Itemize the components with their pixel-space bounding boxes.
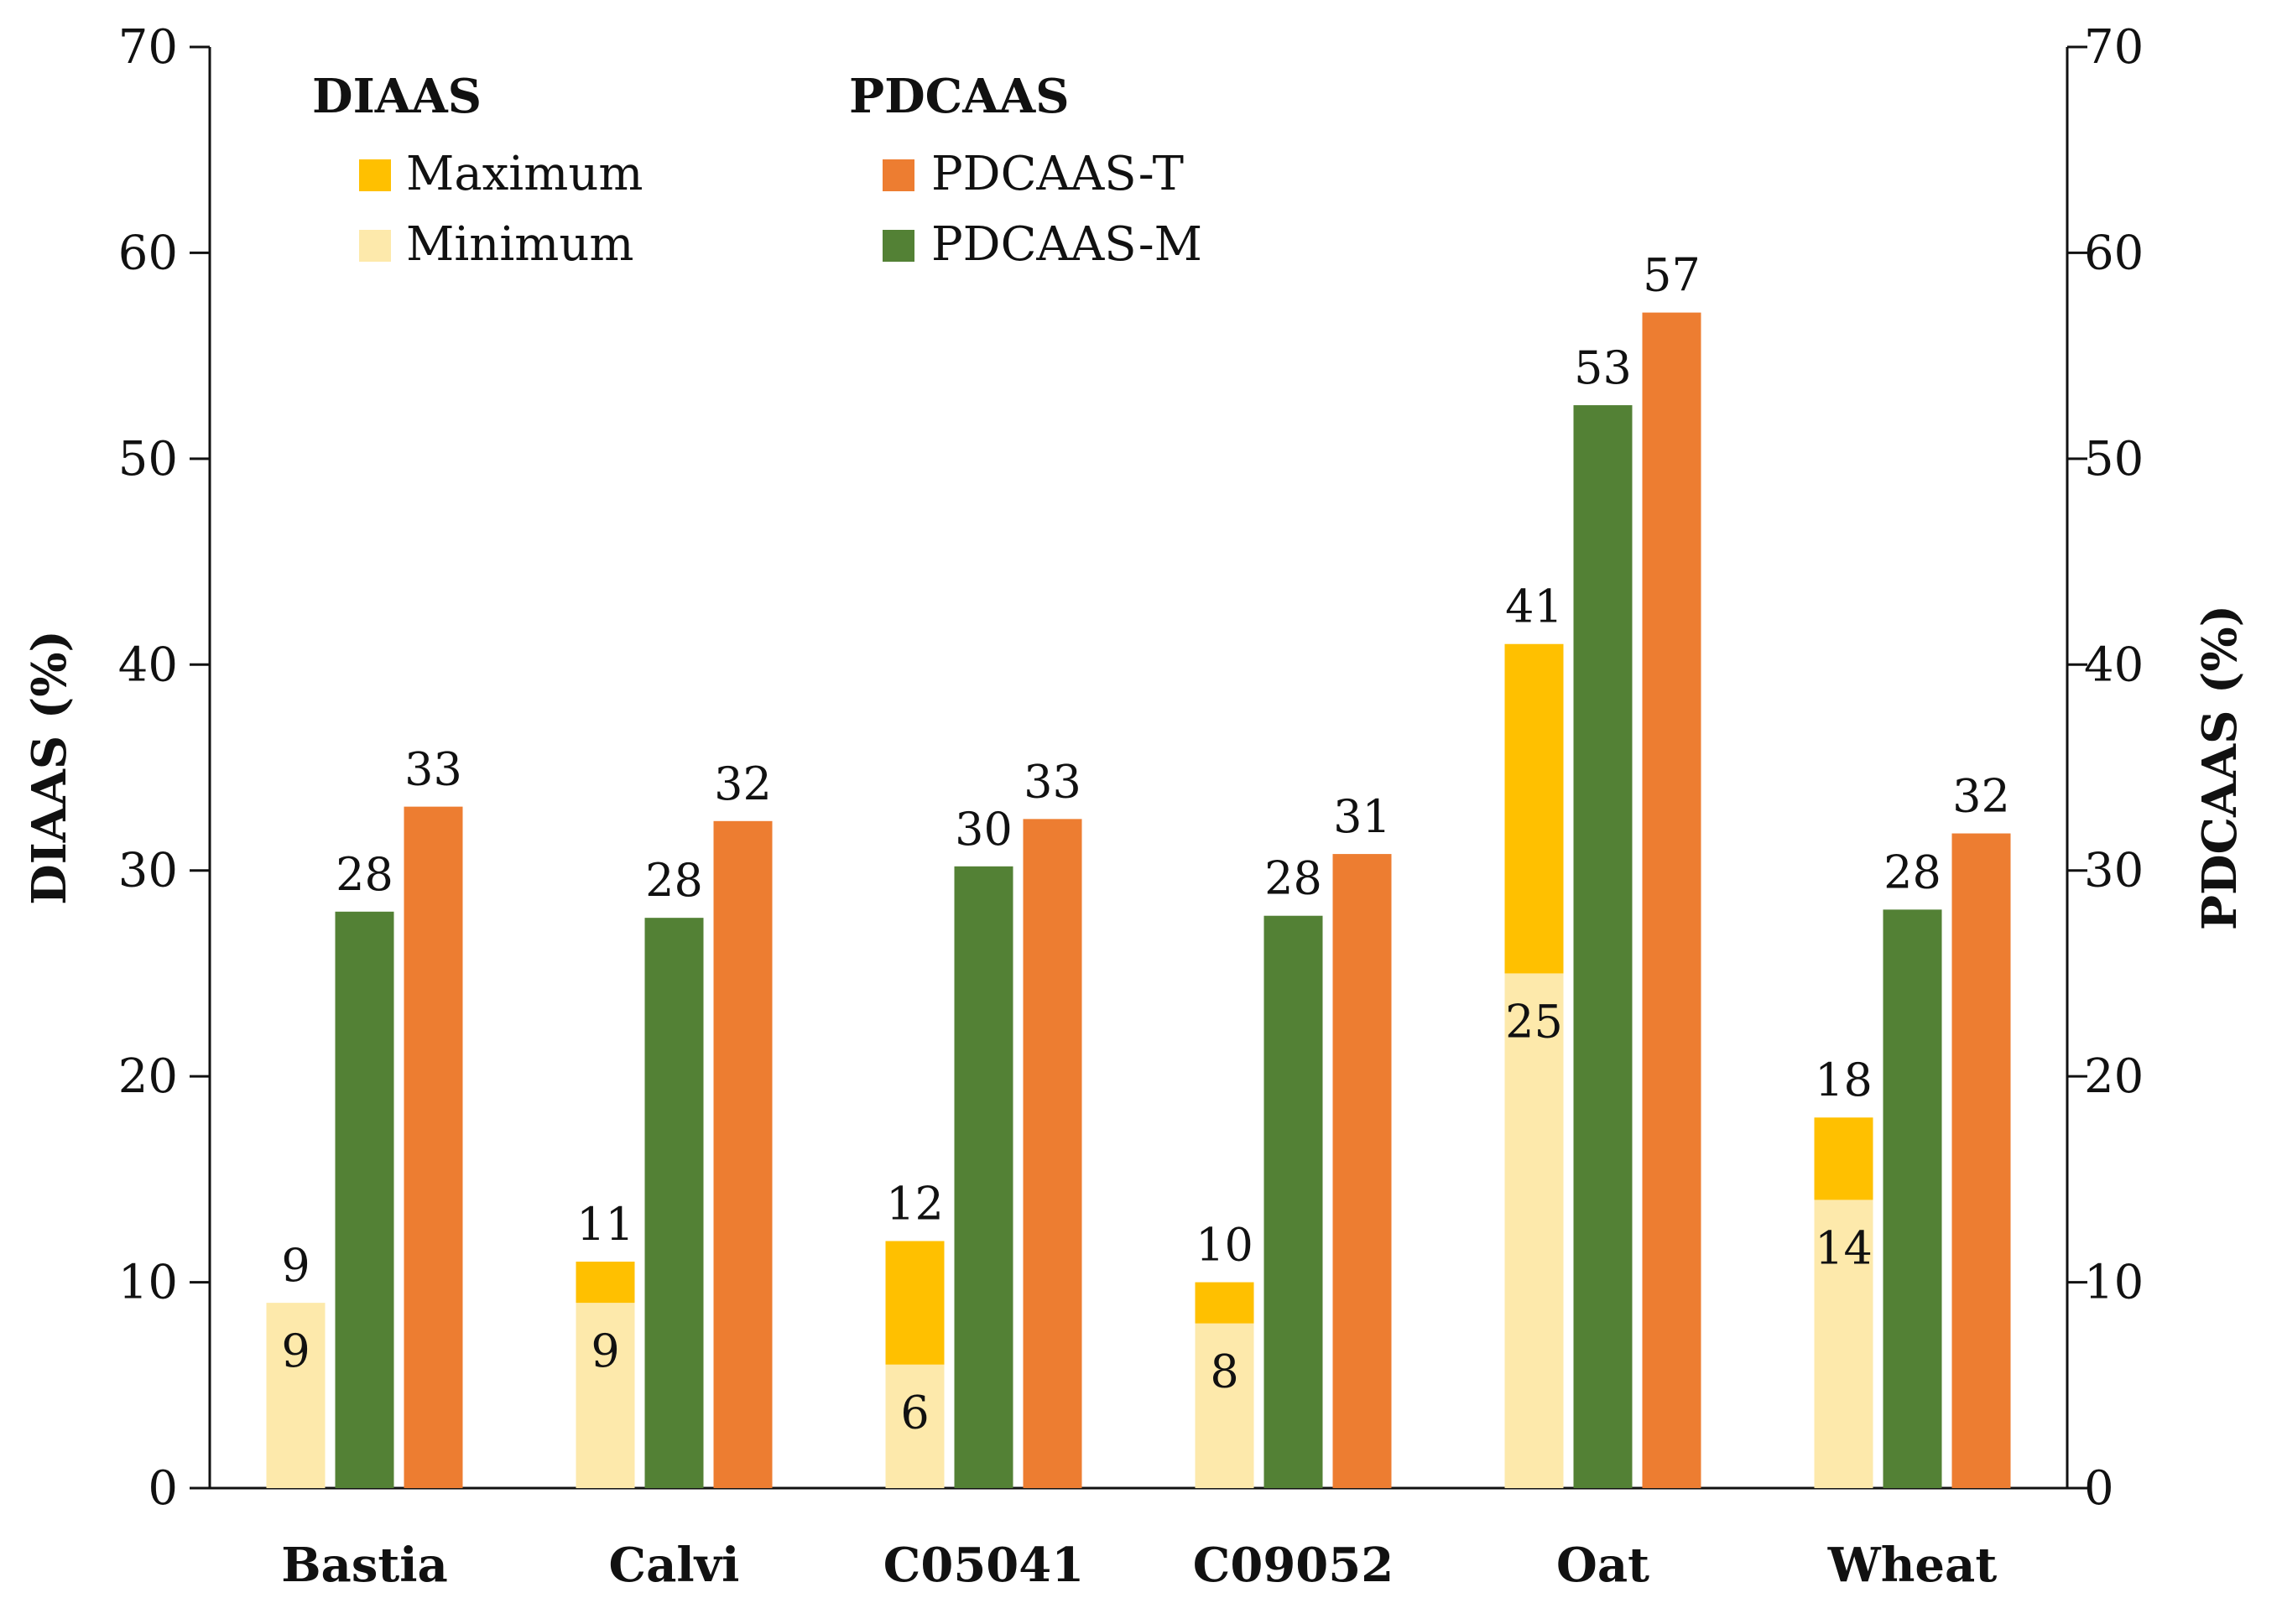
category-label: Calvi — [609, 1538, 740, 1593]
y-tick-label-left: 20 — [118, 1049, 178, 1104]
data-label: 32 — [1952, 770, 2010, 823]
category-label: C09052 — [1193, 1538, 1394, 1593]
y-tick-label-right: 0 — [2084, 1461, 2114, 1516]
bar-pdcaas-m — [644, 918, 704, 1488]
legend-maximum-label: Maximum — [406, 147, 643, 201]
bar-diaas-minimum — [1504, 973, 1564, 1488]
bar-diaas-minimum — [885, 1364, 945, 1488]
y-ticks-right: 0 10 20 30 40 50 60 70 — [2067, 20, 2144, 1516]
legend-pdcaas-t-label: PDCAAS-T — [931, 147, 1184, 201]
data-label: 28 — [1264, 852, 1322, 905]
y-tick-label-right: 10 — [2084, 1256, 2144, 1310]
bar-pdcaas-t — [713, 820, 773, 1488]
y-axis-title-right: PDCAAS (%) — [2192, 605, 2248, 930]
category-label: Bastia — [281, 1538, 448, 1593]
data-label: 33 — [404, 743, 462, 796]
data-label: 25 — [1505, 995, 1563, 1048]
y-tick-label-right: 30 — [2084, 844, 2144, 898]
y-tick-label-right: 20 — [2084, 1049, 2144, 1104]
data-label: 33 — [1024, 755, 1081, 808]
legend-pdcaas-t-swatch — [883, 159, 914, 191]
y-tick-label-right: 60 — [2084, 226, 2144, 280]
y-tick-label-left: 40 — [118, 638, 178, 692]
bar-diaas-maximum — [1195, 1282, 1254, 1324]
y-tick-label-left: 0 — [148, 1461, 178, 1516]
data-label: 12 — [886, 1177, 944, 1230]
bar-diaas-maximum — [576, 1262, 635, 1304]
legend: DIAAS PDCAAS Maximum Minimum PDCAAS-T PD… — [312, 69, 1202, 272]
data-label: 6 — [900, 1387, 929, 1439]
legend-pdcaas-m-swatch — [883, 230, 914, 262]
bar-diaas-minimum — [1195, 1323, 1254, 1488]
data-label: 14 — [1815, 1221, 1873, 1274]
data-label: 8 — [1210, 1346, 1238, 1398]
data-label: 57 — [1643, 249, 1701, 302]
data-label: 11 — [576, 1198, 634, 1251]
bar-diaas-minimum — [266, 1303, 326, 1488]
bar-pdcaas-t — [1642, 312, 1701, 1489]
legend-minimum-swatch — [359, 230, 391, 262]
legend-minimum-label: Minimum — [406, 217, 634, 272]
data-label: 41 — [1505, 580, 1563, 633]
data-label: 28 — [645, 854, 703, 907]
category-label: Oat — [1556, 1538, 1649, 1593]
bar-pdcaas-m — [1263, 915, 1323, 1488]
bar-pdcaas-t — [1951, 833, 2011, 1488]
y-tick-label-right: 50 — [2084, 432, 2144, 487]
bar-diaas-maximum — [885, 1241, 945, 1365]
data-label: 18 — [1815, 1054, 1873, 1106]
y-tick-label-left: 70 — [118, 20, 178, 75]
data-label: 9 — [281, 1325, 310, 1377]
y-tick-label-right: 70 — [2084, 20, 2144, 75]
bar-pdcaas-m — [954, 866, 1013, 1488]
y-axis-title-left: DIAAS (%) — [22, 630, 77, 905]
bar-pdcaas-t — [1023, 819, 1082, 1488]
y-tick-label-left: 10 — [118, 1256, 178, 1310]
y-ticks-left: 0 10 20 30 40 50 60 70 — [118, 20, 210, 1516]
bar-pdcaas-m — [335, 911, 394, 1488]
bar-pdcaas-m — [1883, 909, 1942, 1488]
legend-pdcaas-title: PDCAAS — [849, 69, 1070, 124]
category-labels: Bastia Calvi C05041 C09052 Oat Wheat — [281, 1538, 1997, 1593]
data-label: 53 — [1574, 341, 1632, 394]
category-label: C05041 — [883, 1538, 1084, 1593]
bar-diaas-minimum — [576, 1303, 635, 1488]
bars — [266, 312, 2011, 1489]
category-label: Wheat — [1827, 1538, 1998, 1593]
bar-pdcaas-t — [1332, 854, 1392, 1488]
bar-pdcaas-t — [404, 806, 463, 1488]
data-label: 30 — [955, 803, 1013, 856]
data-label: 32 — [714, 757, 772, 810]
data-label: 31 — [1333, 790, 1391, 843]
bar-diaas-minimum — [1814, 1200, 1873, 1488]
data-label: 9 — [591, 1325, 619, 1377]
bar-diaas-maximum — [1504, 643, 1564, 974]
y-tick-label-right: 40 — [2084, 638, 2144, 692]
data-label: 10 — [1196, 1219, 1253, 1272]
y-tick-label-left: 30 — [118, 844, 178, 898]
y-tick-label-left: 60 — [118, 226, 178, 280]
bar-pdcaas-m — [1573, 405, 1633, 1489]
bar-diaas-maximum — [1814, 1117, 1873, 1200]
legend-maximum-swatch — [359, 159, 391, 191]
data-label: 28 — [336, 848, 393, 901]
legend-pdcaas-m-label: PDCAAS-M — [931, 217, 1202, 272]
data-label: 9 — [281, 1239, 310, 1292]
data-labels: 9928331192832126303310828314125535718142… — [281, 249, 2010, 1439]
legend-diaas-title: DIAAS — [312, 69, 482, 124]
data-label: 28 — [1883, 846, 1941, 898]
y-tick-label-left: 50 — [118, 432, 178, 487]
